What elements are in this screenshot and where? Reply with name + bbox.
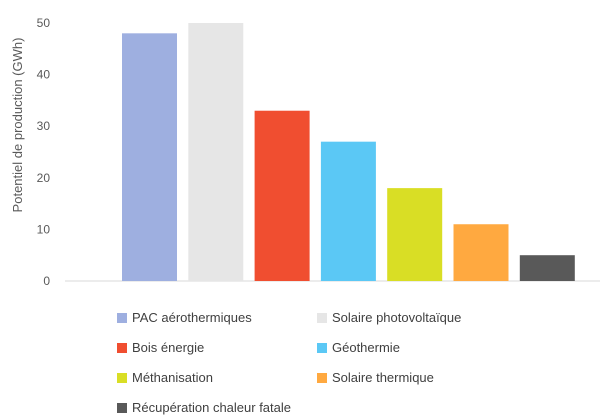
bar — [320, 141, 376, 281]
y-tick-label: 20 — [37, 171, 51, 185]
legend-item: Récupération chaleur fatale — [117, 400, 291, 415]
legend-item: Solaire thermique — [317, 370, 434, 385]
legend-swatch — [317, 372, 327, 383]
legend-label: Solaire thermique — [332, 370, 434, 385]
y-tick-label: 40 — [37, 68, 51, 82]
bar — [519, 255, 575, 281]
legend-item: Bois énergie — [117, 340, 204, 355]
legend-swatch — [317, 342, 327, 353]
y-axis-ticks: 0 10 20 30 40 50 — [37, 16, 51, 288]
legend-item: Méthanisation — [117, 370, 213, 385]
bar — [453, 224, 509, 281]
legend-item: Géothermie — [317, 340, 400, 355]
bar — [122, 33, 177, 281]
legend-label: Géothermie — [332, 340, 400, 355]
bar — [254, 110, 310, 281]
bar — [387, 188, 443, 281]
bars — [122, 23, 575, 281]
legend-label: Solaire photovoltaïque — [332, 310, 462, 325]
legend-label: PAC aérothermiques — [132, 310, 252, 325]
y-tick-label: 0 — [43, 274, 50, 288]
legend-item: PAC aérothermiques — [117, 310, 252, 325]
legend-label: Récupération chaleur fatale — [132, 400, 291, 415]
y-tick-label: 10 — [37, 222, 51, 236]
legend-swatch — [117, 312, 127, 323]
legend-swatch — [117, 342, 127, 353]
legend-swatch — [117, 372, 127, 383]
bar — [188, 23, 244, 281]
y-tick-label: 30 — [37, 119, 51, 133]
legend-label: Méthanisation — [132, 370, 213, 385]
y-axis-title: Potentiel de production (GWh) — [10, 38, 25, 213]
legend-swatch — [117, 402, 127, 413]
y-tick-label: 50 — [37, 16, 51, 30]
legend-label: Bois énergie — [132, 340, 205, 355]
legend-swatch — [317, 312, 327, 323]
legend-item: Solaire photovoltaïque — [317, 310, 461, 325]
